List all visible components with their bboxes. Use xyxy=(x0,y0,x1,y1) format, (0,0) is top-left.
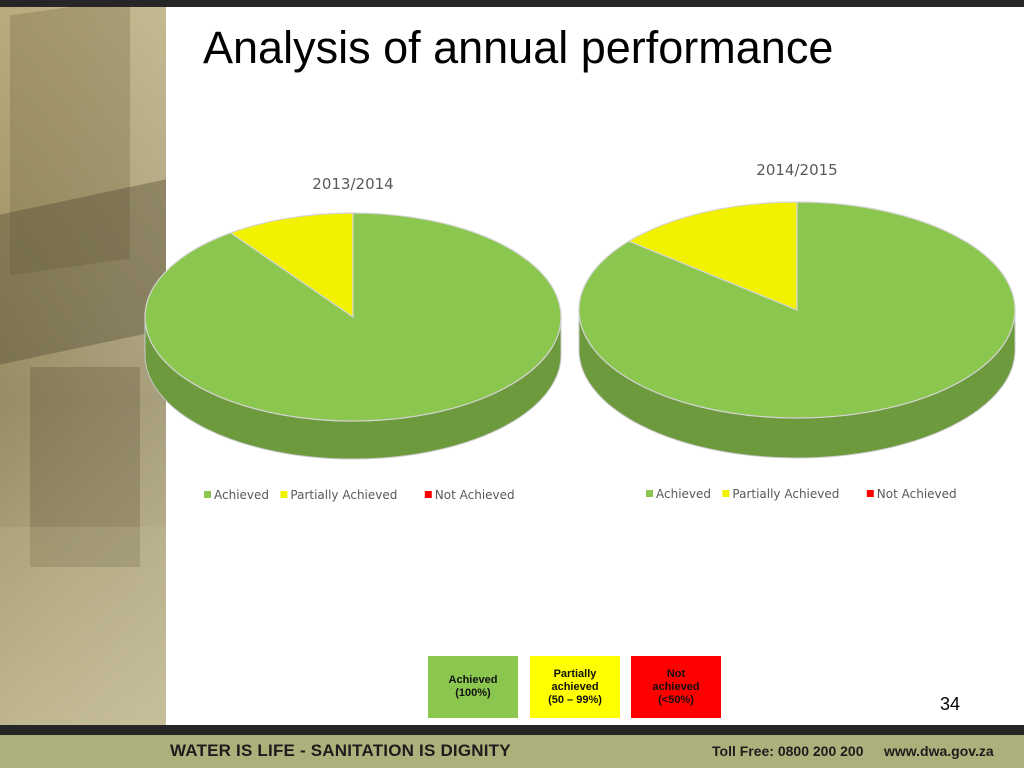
key-partially-achieved: Partially achieved (50 – 99%) xyxy=(530,656,620,718)
chart-title: 2014/2015 xyxy=(756,161,837,179)
pie-chart-2013-2014: 2013/2014 Achieved Partially Achieved Not A… xyxy=(140,165,570,515)
pie-chart-svg: 2013/2014 Achieved Partially Achieved Not A… xyxy=(144,175,562,502)
legend-swatch xyxy=(280,491,288,498)
legend-label: Not Achieved xyxy=(877,487,957,501)
legend-swatch xyxy=(204,491,211,498)
legend-label: Achieved xyxy=(214,488,269,502)
footer: WATER IS LIFE - SANITATION IS DIGNITY To… xyxy=(0,735,1024,768)
legend-swatch xyxy=(866,490,874,497)
legend-label: Not Achieved xyxy=(435,488,515,502)
pie-slice-partially-achieved xyxy=(627,201,798,311)
page-number: 34 xyxy=(940,694,961,714)
top-bar xyxy=(0,0,1024,7)
pie-chart-2014-2015: 2014/2015 Achieved Partially Achieved Not A… xyxy=(574,150,1022,515)
pie-chart-svg: 2014/2015 Achieved Partially Achieved Not A… xyxy=(578,161,1016,501)
legend-label: Partially Achieved xyxy=(290,488,397,502)
footer-website[interactable]: www.dwa.gov.za xyxy=(884,743,994,759)
key-not-achieved: Not achieved (<50%) xyxy=(631,656,721,718)
footer-slogan: WATER IS LIFE - SANITATION IS DIGNITY xyxy=(170,741,511,760)
key-achieved: Achieved (100%) xyxy=(428,656,518,718)
side-decorative-image xyxy=(0,7,166,725)
bottom-bar xyxy=(0,725,1024,735)
legend-swatch xyxy=(424,491,432,498)
chart-title: 2013/2014 xyxy=(312,175,393,193)
legend-swatch xyxy=(722,490,730,497)
legend-label: Partially Achieved xyxy=(732,487,839,501)
slide-title: Analysis of annual performance xyxy=(203,22,834,73)
footer-phone: Toll Free: 0800 200 200 xyxy=(712,743,864,759)
pie-slice-partially-achieved xyxy=(229,212,354,319)
legend-swatch xyxy=(646,490,653,497)
legend-label: Achieved xyxy=(656,487,711,501)
